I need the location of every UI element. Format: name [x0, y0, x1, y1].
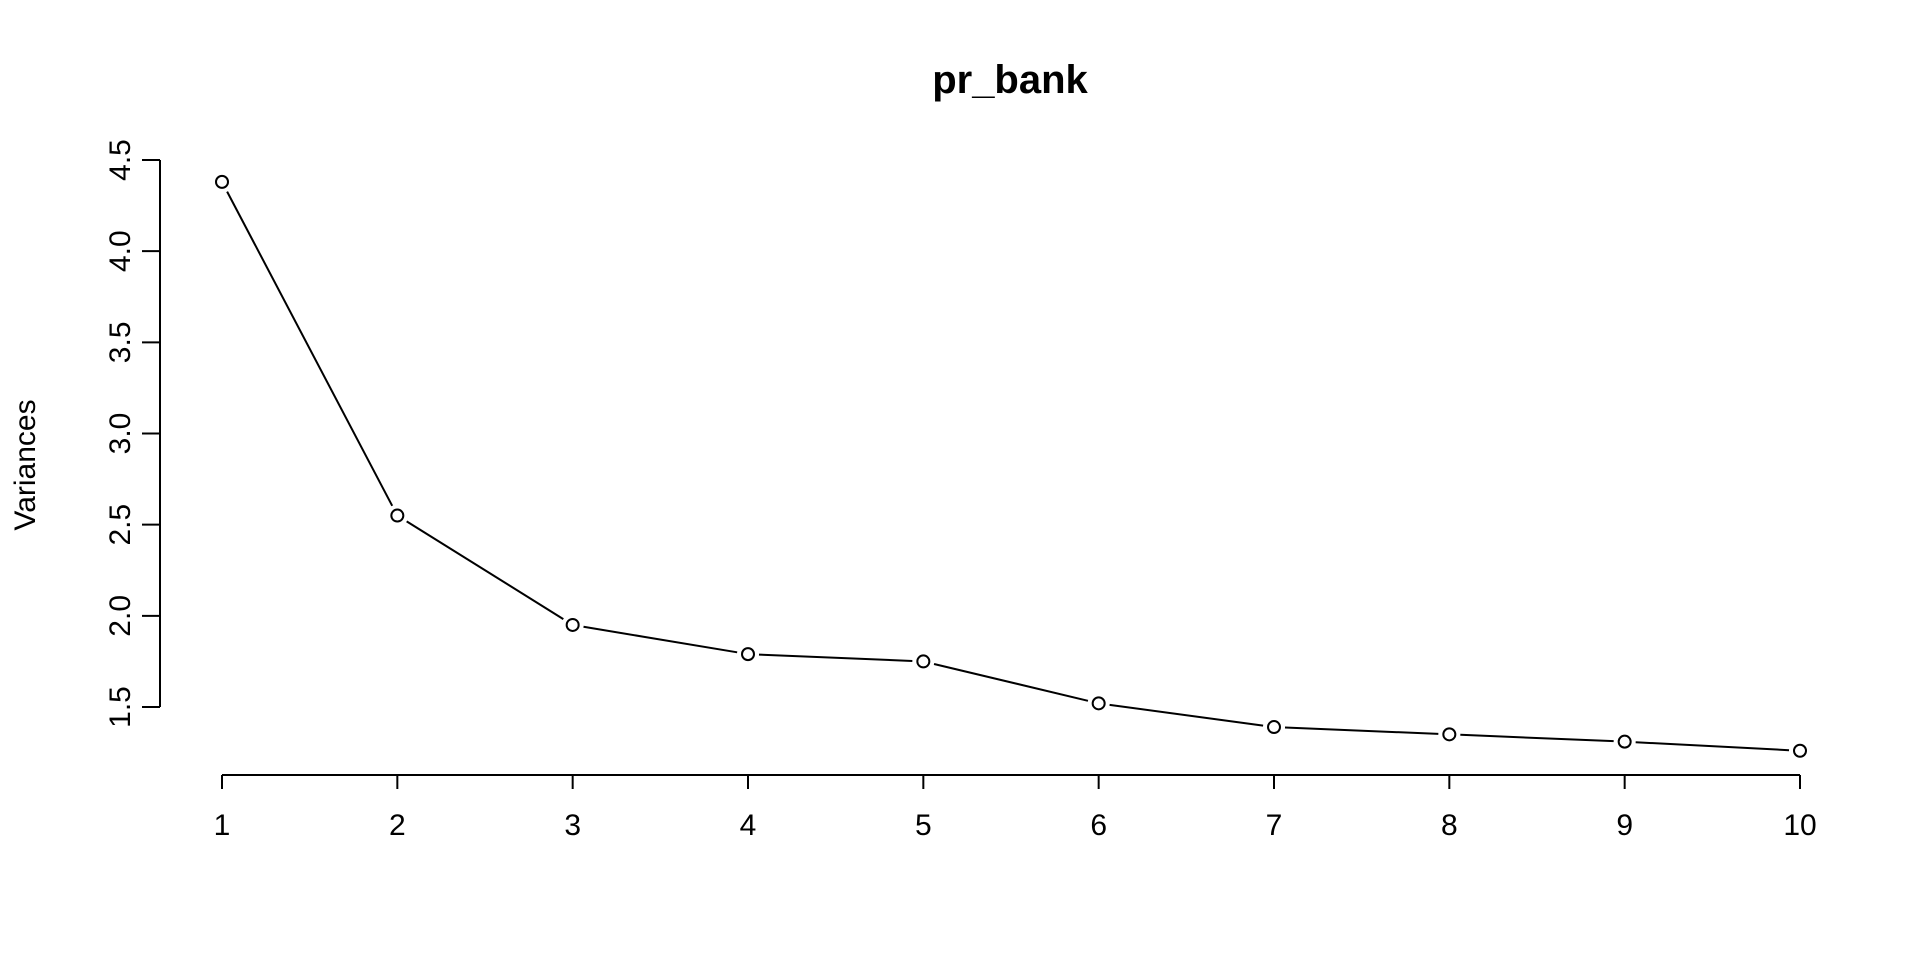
y-tick-label: 3.0: [104, 413, 137, 455]
data-point: [1267, 720, 1281, 735]
x-tick-label: 5: [915, 809, 932, 842]
series-segment: [1460, 733, 1614, 743]
y-axis: 1.5 2.0 2.5 3.0 3.5 4.0 4.5: [104, 139, 161, 728]
x-axis: 1 2 3 4 5 6 7 8 9 10: [214, 774, 1817, 842]
series-segment: [933, 663, 1089, 702]
series-segment: [1109, 703, 1264, 727]
y-tick-label: 4.5: [104, 139, 137, 181]
y-tick-label: 4.0: [104, 230, 137, 272]
series-segment: [226, 191, 394, 507]
series-segment: [1284, 726, 1439, 735]
x-tick-label: 10: [1783, 809, 1816, 842]
data-point: [1091, 696, 1106, 711]
y-tick-label: 2.0: [104, 595, 137, 637]
series-segment: [406, 520, 564, 620]
series-segment: [758, 653, 913, 662]
data-point: [1793, 743, 1807, 758]
data-point: [1617, 734, 1632, 749]
data-point: [565, 617, 580, 632]
x-tick-label: 3: [564, 809, 581, 842]
data-point: [390, 508, 405, 523]
x-tick-label: 7: [1266, 809, 1283, 842]
series-segment: [1635, 741, 1790, 752]
series-group: [215, 174, 1807, 758]
x-tick-label: 6: [1090, 809, 1107, 842]
x-tick-label: 8: [1441, 809, 1458, 842]
x-tick-label: 4: [740, 809, 757, 842]
y-tick-label: 3.5: [104, 321, 137, 363]
data-point: [916, 654, 931, 669]
x-tick-label: 9: [1616, 809, 1633, 842]
y-tick-label: 1.5: [104, 686, 137, 728]
data-point: [1442, 727, 1457, 742]
series-segment: [583, 625, 738, 654]
data-point: [741, 647, 755, 662]
y-axis-label: Variances: [9, 399, 42, 530]
x-tick-label: 2: [389, 809, 406, 842]
y-tick-label: 2.5: [104, 504, 137, 546]
x-tick-label: 1: [214, 809, 231, 842]
chart-title: pr_bank: [932, 58, 1088, 102]
data-point: [215, 174, 229, 189]
